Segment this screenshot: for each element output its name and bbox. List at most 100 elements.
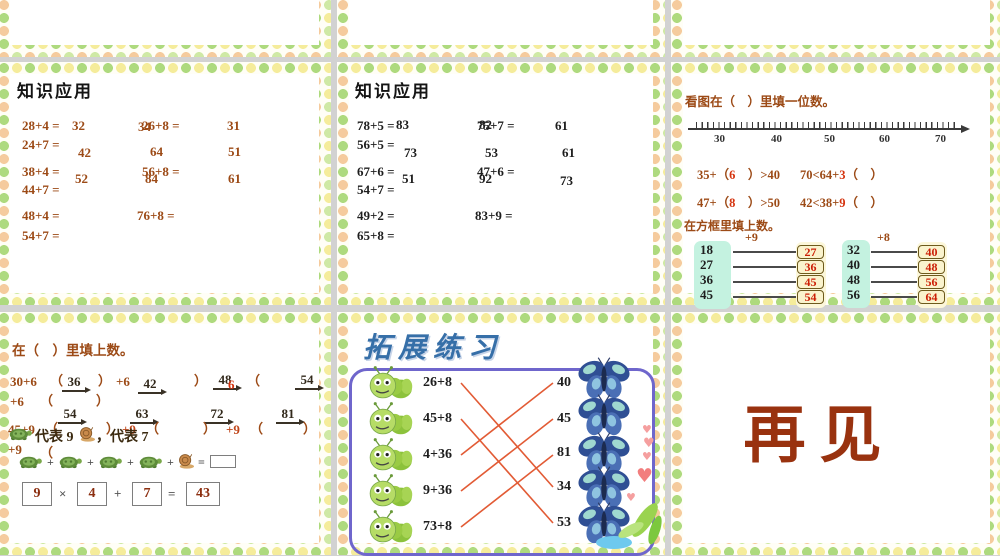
match-expression: 73+8 bbox=[423, 519, 452, 534]
comparison-right: ）>40 bbox=[735, 168, 780, 182]
paren: ） bbox=[98, 373, 112, 388]
empty-answer-box bbox=[210, 455, 236, 468]
axis-label: 40 bbox=[771, 133, 782, 145]
flying-answer: 83 bbox=[396, 117, 409, 132]
answer-value: 54 bbox=[63, 406, 77, 421]
answer-value: 54 bbox=[300, 372, 314, 387]
turtle-icon bbox=[138, 454, 164, 470]
slide-thumbnail-extension[interactable]: 拓展练习 26+8 45+8 4+36 9+36 73+8 40 45 81 3… bbox=[337, 312, 665, 556]
answer-with-arrow: 42 bbox=[138, 376, 167, 396]
comparison-left: 42<38+ bbox=[800, 196, 840, 210]
slide-thumbnail-goodbye[interactable]: 再见 bbox=[671, 312, 1000, 555]
number-value: 7 bbox=[143, 486, 151, 501]
problem-expression: 48+4 = bbox=[22, 208, 60, 223]
arrow-icon bbox=[62, 387, 91, 394]
flying-answer: 61 bbox=[228, 171, 241, 186]
answer-value: 64 bbox=[925, 289, 938, 304]
comparison-left: 47+（ bbox=[697, 196, 730, 210]
slide-thumbnail-partial-2[interactable] bbox=[337, 0, 665, 57]
slide-blank-area bbox=[10, 0, 319, 45]
turtle-icon bbox=[8, 426, 34, 442]
map-input: 32 bbox=[847, 242, 860, 257]
arrow-icon bbox=[295, 385, 324, 392]
slide-thumbnail-partial-3[interactable] bbox=[671, 0, 1000, 57]
heart-icon: ♥ bbox=[626, 491, 636, 504]
content-frame bbox=[349, 368, 655, 556]
problem-expression: 78+5 = bbox=[357, 118, 395, 133]
comparison-right: （ ） bbox=[845, 168, 884, 182]
arrow-icon bbox=[213, 385, 242, 392]
answer-with-arrow: 36 bbox=[62, 374, 91, 394]
comparison-problem: 42<38+9（ ） bbox=[800, 196, 883, 210]
paren: （ bbox=[247, 373, 261, 388]
answer-with-arrow: 63 bbox=[130, 407, 159, 426]
slide-thumbnail-fill-in[interactable]: 在（ ）里填上数。 30+6 （ 36 ） +6 42 ） 48 6 （ 54 … bbox=[0, 312, 331, 555]
match-answer: 40 bbox=[557, 375, 571, 390]
answer-with-arrow: 72 bbox=[205, 406, 234, 426]
paren: ） bbox=[106, 421, 120, 436]
match-expression: 26+8 bbox=[423, 375, 452, 390]
map-input: 48 bbox=[847, 272, 860, 287]
answer-value: 40 bbox=[925, 244, 938, 259]
slide-thumbnail-partial-1[interactable] bbox=[0, 0, 331, 57]
map-operation: +8 bbox=[877, 230, 890, 244]
problem-expression: +9 bbox=[226, 422, 240, 437]
operator: = bbox=[168, 486, 176, 501]
answer-box: 36 bbox=[797, 260, 824, 274]
operator: × bbox=[59, 486, 67, 501]
answer-with-arrow: 48 bbox=[213, 372, 242, 392]
paren: （ bbox=[146, 421, 160, 436]
paren: ） bbox=[303, 421, 317, 436]
turtle-icon bbox=[98, 454, 124, 470]
problem-expression: 67+6 = bbox=[357, 164, 395, 179]
answer-box: 64 bbox=[918, 290, 945, 304]
map-input: 40 bbox=[847, 257, 860, 272]
answer-value: 27 bbox=[804, 244, 817, 259]
answer-value: 36 bbox=[67, 374, 81, 389]
comparison-left: 35+（ bbox=[697, 168, 730, 182]
flying-answer: 92 bbox=[479, 171, 492, 186]
connector-line bbox=[733, 251, 796, 253]
problem-expression: 26+8 = bbox=[142, 118, 180, 133]
operator: + bbox=[127, 455, 134, 469]
arrow-icon bbox=[205, 419, 234, 426]
answer-value: 72 bbox=[210, 406, 224, 421]
slide-caption: 看图在（ ）里填一位数。 bbox=[685, 95, 836, 109]
number-value: 9 bbox=[33, 486, 41, 501]
answer-value: 56 bbox=[925, 274, 938, 289]
paren: （ bbox=[40, 393, 54, 408]
arrow-icon bbox=[138, 389, 167, 396]
comparison-answer: 8 bbox=[729, 196, 736, 210]
connector-line bbox=[733, 266, 796, 268]
comparison-right: （ ） bbox=[845, 196, 884, 210]
problem-expression: 56+5 = bbox=[357, 137, 395, 152]
snail-icon bbox=[78, 426, 96, 442]
map-input: 56 bbox=[847, 287, 860, 302]
answer-value: 36 bbox=[804, 259, 817, 274]
matching-lines bbox=[460, 382, 554, 528]
answer-value: 42 bbox=[143, 376, 157, 391]
problem-expression: 44+7 = bbox=[22, 182, 60, 197]
connector-line bbox=[871, 281, 917, 283]
flying-answer: 42 bbox=[78, 145, 91, 160]
heart-icon: ♥ bbox=[636, 465, 654, 487]
slide-thumbnail-knowledge-1[interactable]: 知识应用 28+4 = 32 24+7 = 42 38+4 = 52 44+7 … bbox=[0, 62, 331, 305]
flying-answer: 82 bbox=[479, 117, 492, 132]
match-answer: 45 bbox=[557, 411, 571, 426]
comparison-answer: 9 bbox=[839, 196, 846, 210]
input-column-panel bbox=[842, 240, 870, 308]
paren: ） bbox=[203, 421, 217, 436]
answer-with-arrow: 54 bbox=[58, 406, 87, 426]
slide-thumbnail-numberline[interactable]: 看图在（ ）里填一位数。 30 40 50 60 70 35+（6 ）>40 7… bbox=[671, 62, 1000, 309]
comparison-problem: 70<64+3（ ） bbox=[800, 168, 883, 182]
axis-line bbox=[688, 125, 970, 132]
slide-thumbnail-knowledge-2[interactable]: 知识应用 78+5 = 83 56+5 = 73 67+6 = 51 54+7 … bbox=[337, 62, 665, 305]
answer-value: 48 bbox=[218, 372, 232, 387]
number-value: 4 bbox=[88, 486, 96, 501]
number-value: 43 bbox=[196, 486, 210, 501]
problem-expression: +9 bbox=[122, 422, 136, 437]
flying-answer: 64 bbox=[150, 144, 163, 159]
comparison-answer: 3 bbox=[839, 168, 846, 182]
answer-box: 54 bbox=[797, 290, 824, 304]
